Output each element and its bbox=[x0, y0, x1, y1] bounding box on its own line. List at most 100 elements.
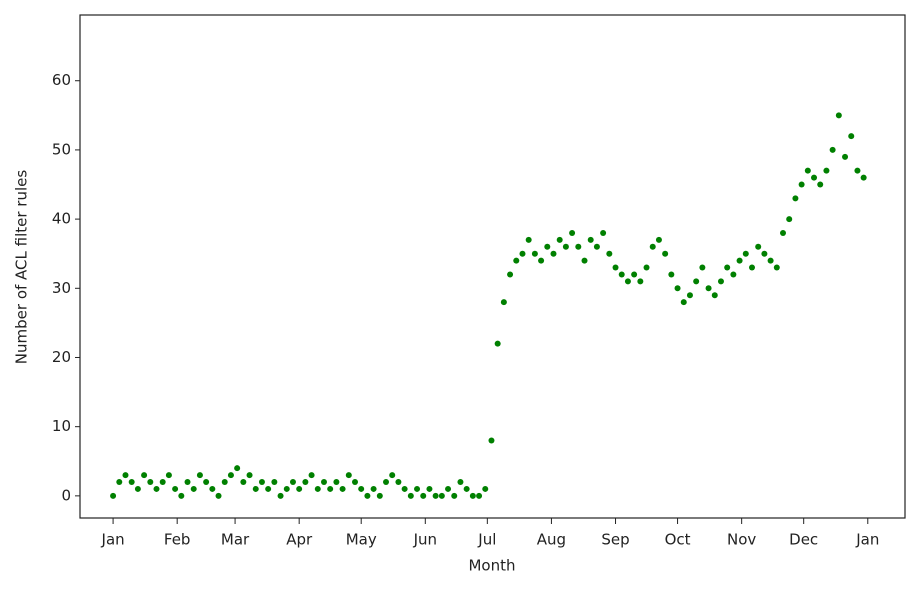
x-tick-label: Jan bbox=[855, 531, 879, 549]
point bbox=[730, 271, 737, 278]
point bbox=[792, 195, 799, 202]
point bbox=[246, 472, 253, 479]
point bbox=[227, 472, 234, 479]
point bbox=[817, 181, 824, 188]
point bbox=[531, 250, 538, 257]
point bbox=[209, 485, 216, 492]
point bbox=[736, 257, 743, 264]
point bbox=[178, 492, 185, 499]
point bbox=[538, 257, 545, 264]
point bbox=[352, 479, 358, 486]
point bbox=[686, 292, 693, 299]
x-tick-label: Sep bbox=[601, 531, 629, 549]
point bbox=[141, 472, 148, 479]
point bbox=[252, 485, 259, 492]
y-tick-label: 60 bbox=[52, 71, 71, 89]
point bbox=[420, 492, 427, 499]
point bbox=[314, 485, 321, 492]
point bbox=[624, 278, 631, 285]
point bbox=[699, 264, 706, 271]
point bbox=[438, 492, 445, 499]
y-tick-label: 50 bbox=[52, 140, 71, 158]
point bbox=[110, 492, 117, 499]
x-tick-label: Aug bbox=[537, 531, 566, 549]
point bbox=[674, 285, 681, 292]
point bbox=[302, 479, 309, 486]
point bbox=[680, 299, 687, 306]
point bbox=[711, 292, 718, 299]
point bbox=[798, 181, 805, 188]
point bbox=[742, 250, 749, 257]
point bbox=[668, 271, 675, 278]
point bbox=[662, 250, 669, 257]
plot-frame bbox=[79, 14, 906, 519]
x-tick-label: Jan bbox=[101, 531, 125, 549]
x-tick-label: Jul bbox=[477, 531, 496, 549]
point bbox=[240, 479, 247, 486]
point bbox=[767, 257, 774, 264]
point bbox=[519, 250, 526, 257]
point bbox=[476, 492, 483, 499]
point bbox=[395, 479, 402, 486]
point bbox=[445, 485, 452, 492]
point bbox=[215, 492, 222, 499]
point bbox=[618, 271, 625, 278]
point bbox=[755, 243, 762, 250]
point bbox=[556, 236, 563, 243]
y-tick-label: 40 bbox=[52, 210, 71, 228]
point bbox=[376, 492, 383, 499]
x-tick-label: Mar bbox=[221, 531, 250, 549]
point bbox=[761, 250, 768, 257]
point bbox=[600, 229, 607, 236]
point bbox=[172, 485, 179, 492]
point bbox=[842, 153, 849, 160]
point bbox=[500, 299, 507, 306]
y-tick-label: 30 bbox=[52, 279, 71, 297]
x-tick-label: May bbox=[346, 531, 377, 549]
point bbox=[345, 472, 352, 479]
point bbox=[513, 257, 520, 264]
point bbox=[773, 264, 780, 271]
point bbox=[575, 243, 582, 250]
point bbox=[581, 257, 588, 264]
point bbox=[320, 479, 327, 486]
point bbox=[147, 479, 154, 486]
point bbox=[184, 479, 191, 486]
point bbox=[271, 479, 278, 486]
point bbox=[469, 492, 476, 499]
x-tick-label: Oct bbox=[665, 531, 691, 549]
y-tick-label: 10 bbox=[52, 417, 71, 435]
point bbox=[407, 492, 414, 499]
point bbox=[432, 492, 439, 499]
point bbox=[463, 485, 470, 492]
point bbox=[811, 174, 818, 181]
point bbox=[165, 472, 172, 479]
x-tick-label: Nov bbox=[727, 531, 756, 549]
point bbox=[649, 243, 656, 250]
x-tick-label: Apr bbox=[286, 531, 313, 549]
point bbox=[786, 216, 793, 223]
point bbox=[122, 472, 129, 479]
point bbox=[457, 479, 464, 486]
point bbox=[358, 485, 365, 492]
point bbox=[593, 243, 600, 250]
x-axis-label: Month bbox=[468, 557, 515, 575]
point bbox=[221, 479, 228, 486]
point bbox=[277, 492, 284, 499]
point bbox=[525, 236, 532, 243]
point bbox=[823, 167, 830, 174]
point bbox=[327, 485, 334, 492]
point bbox=[835, 112, 842, 119]
point bbox=[829, 146, 836, 153]
point bbox=[190, 485, 197, 492]
point bbox=[705, 285, 712, 292]
point bbox=[364, 492, 371, 499]
point bbox=[116, 479, 123, 486]
point bbox=[643, 264, 650, 271]
point bbox=[860, 174, 867, 181]
point bbox=[308, 472, 315, 479]
point bbox=[693, 278, 700, 285]
point bbox=[159, 479, 166, 486]
point bbox=[494, 340, 501, 347]
